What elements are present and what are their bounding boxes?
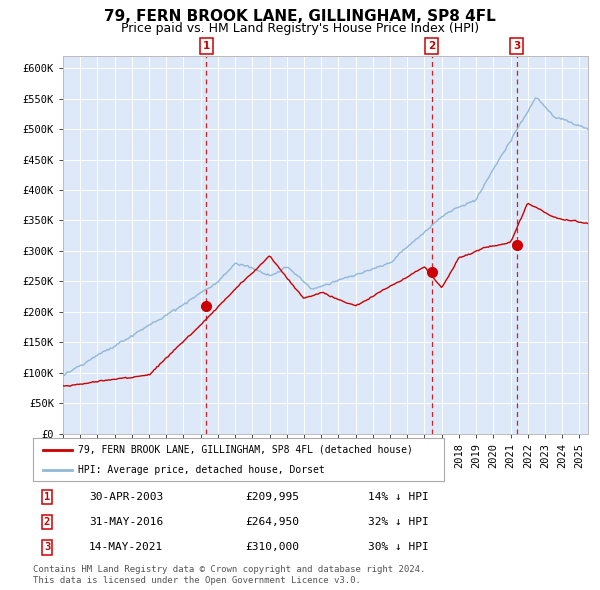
Text: 3: 3 xyxy=(44,542,50,552)
Text: £264,950: £264,950 xyxy=(245,517,299,527)
Text: Contains HM Land Registry data © Crown copyright and database right 2024.
This d: Contains HM Land Registry data © Crown c… xyxy=(33,565,425,585)
Text: 14-MAY-2021: 14-MAY-2021 xyxy=(89,542,163,552)
Text: 31-MAY-2016: 31-MAY-2016 xyxy=(89,517,163,527)
Text: £209,995: £209,995 xyxy=(245,492,299,502)
Text: HPI: Average price, detached house, Dorset: HPI: Average price, detached house, Dors… xyxy=(78,465,325,475)
Text: 79, FERN BROOK LANE, GILLINGHAM, SP8 4FL (detached house): 79, FERN BROOK LANE, GILLINGHAM, SP8 4FL… xyxy=(78,445,413,455)
Text: 32% ↓ HPI: 32% ↓ HPI xyxy=(368,517,428,527)
Text: Price paid vs. HM Land Registry's House Price Index (HPI): Price paid vs. HM Land Registry's House … xyxy=(121,22,479,35)
Text: 3: 3 xyxy=(513,41,521,51)
Text: 30% ↓ HPI: 30% ↓ HPI xyxy=(368,542,428,552)
Text: 1: 1 xyxy=(203,41,210,51)
Text: 2: 2 xyxy=(428,41,436,51)
Text: 1: 1 xyxy=(44,492,50,502)
Text: 14% ↓ HPI: 14% ↓ HPI xyxy=(368,492,428,502)
Text: £310,000: £310,000 xyxy=(245,542,299,552)
Text: 79, FERN BROOK LANE, GILLINGHAM, SP8 4FL: 79, FERN BROOK LANE, GILLINGHAM, SP8 4FL xyxy=(104,9,496,24)
Text: 30-APR-2003: 30-APR-2003 xyxy=(89,492,163,502)
Text: 2: 2 xyxy=(44,517,50,527)
